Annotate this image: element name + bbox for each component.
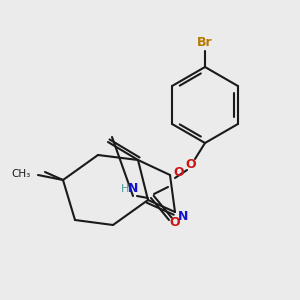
Text: O: O: [186, 158, 196, 172]
Text: N: N: [178, 209, 188, 223]
Text: O: O: [174, 167, 184, 179]
Text: O: O: [170, 217, 180, 230]
Text: N: N: [128, 182, 138, 196]
Text: Br: Br: [197, 36, 213, 49]
Text: H: H: [121, 184, 129, 194]
Text: CH₃: CH₃: [12, 169, 31, 179]
